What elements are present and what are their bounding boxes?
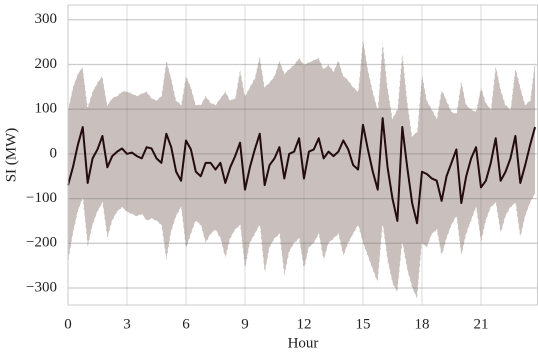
y-tick-label: −300 [26,279,57,295]
x-tick-label: 0 [64,316,72,332]
si-line [67,117,537,225]
y-tick-label: 200 [35,56,58,72]
y-tick-label: −100 [26,190,57,206]
band-upper-edge [67,37,536,137]
y-tick-label: −200 [26,235,57,251]
x-tick-label: 12 [296,316,311,332]
x-axis-label: Hour [288,335,319,351]
uncertainty-band [68,37,536,300]
x-tick-label: 21 [473,316,488,332]
x-tick-label: 18 [414,316,429,332]
x-tick-label: 9 [241,316,249,332]
band-lower-edge [67,193,536,300]
y-axis-label: SI (MW) [3,128,19,183]
x-tick-label: 6 [182,316,190,332]
x-tick-label: 15 [355,316,370,332]
x-tick-label: 3 [123,316,131,332]
y-tick-label: 0 [50,145,58,161]
y-tick-label: 100 [35,101,58,117]
y-tick-label: 300 [35,11,58,27]
